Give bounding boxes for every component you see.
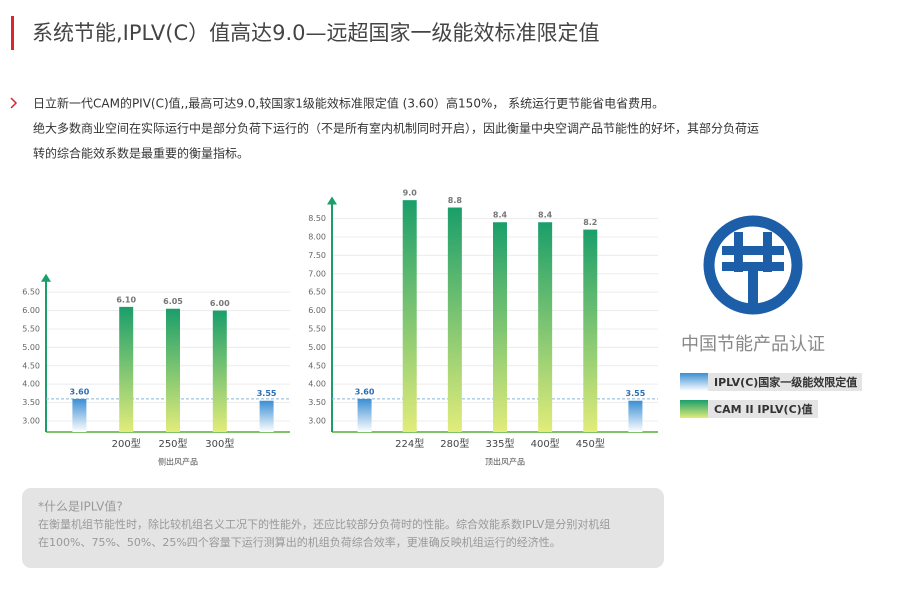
- y-axis-arrow: [41, 273, 51, 282]
- x-tick-label: 400型: [531, 437, 560, 450]
- x-tick-label: 224型: [395, 437, 424, 450]
- x-tick-label: 335型: [485, 437, 514, 450]
- bar: [72, 398, 87, 432]
- bar: [628, 400, 643, 432]
- y-tick-label: 5.50: [308, 324, 326, 333]
- x-axis-label: 侧出风产品: [158, 457, 198, 467]
- bar: [447, 207, 462, 432]
- value-label: 6.00: [210, 299, 230, 308]
- bar: [166, 308, 180, 432]
- page-title: 系统节能,IPLV(C）值高达9.0—远超国家一级能效标准限定值: [32, 21, 600, 45]
- value-label: 3.55: [257, 389, 277, 398]
- y-tick-label: 6.00: [22, 306, 40, 315]
- y-tick-label: 3.00: [22, 416, 40, 425]
- x-tick-label: 200型: [112, 437, 141, 450]
- value-label: 3.55: [626, 389, 646, 398]
- y-tick-label: 6.50: [308, 288, 326, 297]
- y-tick-label: 5.50: [22, 324, 40, 333]
- y-tick-label: 4.00: [308, 380, 326, 389]
- bar: [538, 222, 553, 432]
- note-line: 在100%、75%、50%、25%四个容量下运行测算出的机组负荷综合效率，更准确…: [38, 535, 561, 549]
- y-tick-label: 5.00: [22, 343, 40, 352]
- y-tick-label: 5.00: [308, 343, 326, 352]
- logo: [703, 215, 803, 315]
- note-line: 在衡量机组节能性时，除比较机组名义工况下的性能外，还应比较部分负荷时的性能。综合…: [38, 517, 610, 531]
- value-label: 6.05: [163, 297, 183, 306]
- x-tick-label: 300型: [205, 437, 234, 450]
- x-tick-label: 280型: [440, 437, 469, 450]
- logo-caption: 中国节能产品认证: [681, 334, 825, 355]
- legend-label: IPLV(C)国家一级能效限定值: [714, 375, 857, 389]
- value-label: 8.2: [583, 218, 597, 227]
- y-tick-label: 6.00: [308, 306, 326, 315]
- x-tick-label: 250型: [158, 437, 187, 450]
- y-tick-label: 8.00: [308, 232, 326, 241]
- y-tick-label: 7.00: [308, 269, 326, 278]
- y-tick-label: 3.50: [22, 398, 40, 407]
- value-label: 9.0: [403, 189, 418, 198]
- y-tick-label: 6.50: [22, 288, 40, 297]
- value-label: 8.4: [538, 211, 553, 220]
- bar: [357, 398, 372, 432]
- note-box: [22, 488, 664, 568]
- value-label: 8.8: [448, 196, 463, 205]
- bullet: [10, 97, 18, 109]
- y-tick-label: 8.50: [308, 214, 326, 223]
- value-label: 3.60: [355, 387, 375, 396]
- legend-swatch: [680, 400, 708, 418]
- x-axis-label: 顶出风产品: [485, 457, 525, 467]
- legend-label: CAM II IPLV(C)值: [714, 402, 813, 416]
- bar: [402, 200, 417, 432]
- bar: [493, 222, 507, 432]
- note-title: *什么是IPLV值?: [38, 499, 123, 514]
- bar: [583, 229, 598, 432]
- y-tick-label: 3.00: [308, 416, 326, 425]
- value-label: 3.60: [70, 387, 90, 396]
- y-tick-label: 7.50: [308, 251, 326, 260]
- y-tick-label: 4.50: [22, 361, 40, 370]
- intro-line: 日立新一代CAM的PIV(C)值,,最高可达9.0,较国家1级能效标准限定值 (…: [33, 96, 664, 111]
- legend-box: [708, 373, 862, 391]
- y-tick-label: 3.50: [308, 398, 326, 407]
- legend-swatch: [680, 373, 708, 391]
- y-tick-label: 4.50: [308, 361, 326, 370]
- bar: [212, 310, 227, 432]
- value-label: 6.10: [116, 295, 136, 304]
- bar: [259, 400, 274, 432]
- bar: [119, 306, 134, 432]
- legend-box: [708, 400, 818, 418]
- intro-line: 绝大多数商业空间在实际运行中是部分负荷下运行的（不是所有室内机制同时开启），因此…: [33, 121, 759, 136]
- x-tick-label: 450型: [576, 437, 605, 450]
- value-label: 8.4: [493, 211, 508, 220]
- y-tick-label: 4.00: [22, 380, 40, 389]
- intro-line: 转的综合能效系数是最重要的衡量指标。: [33, 146, 249, 161]
- y-axis-arrow: [327, 196, 337, 205]
- title-bar: [11, 16, 14, 50]
